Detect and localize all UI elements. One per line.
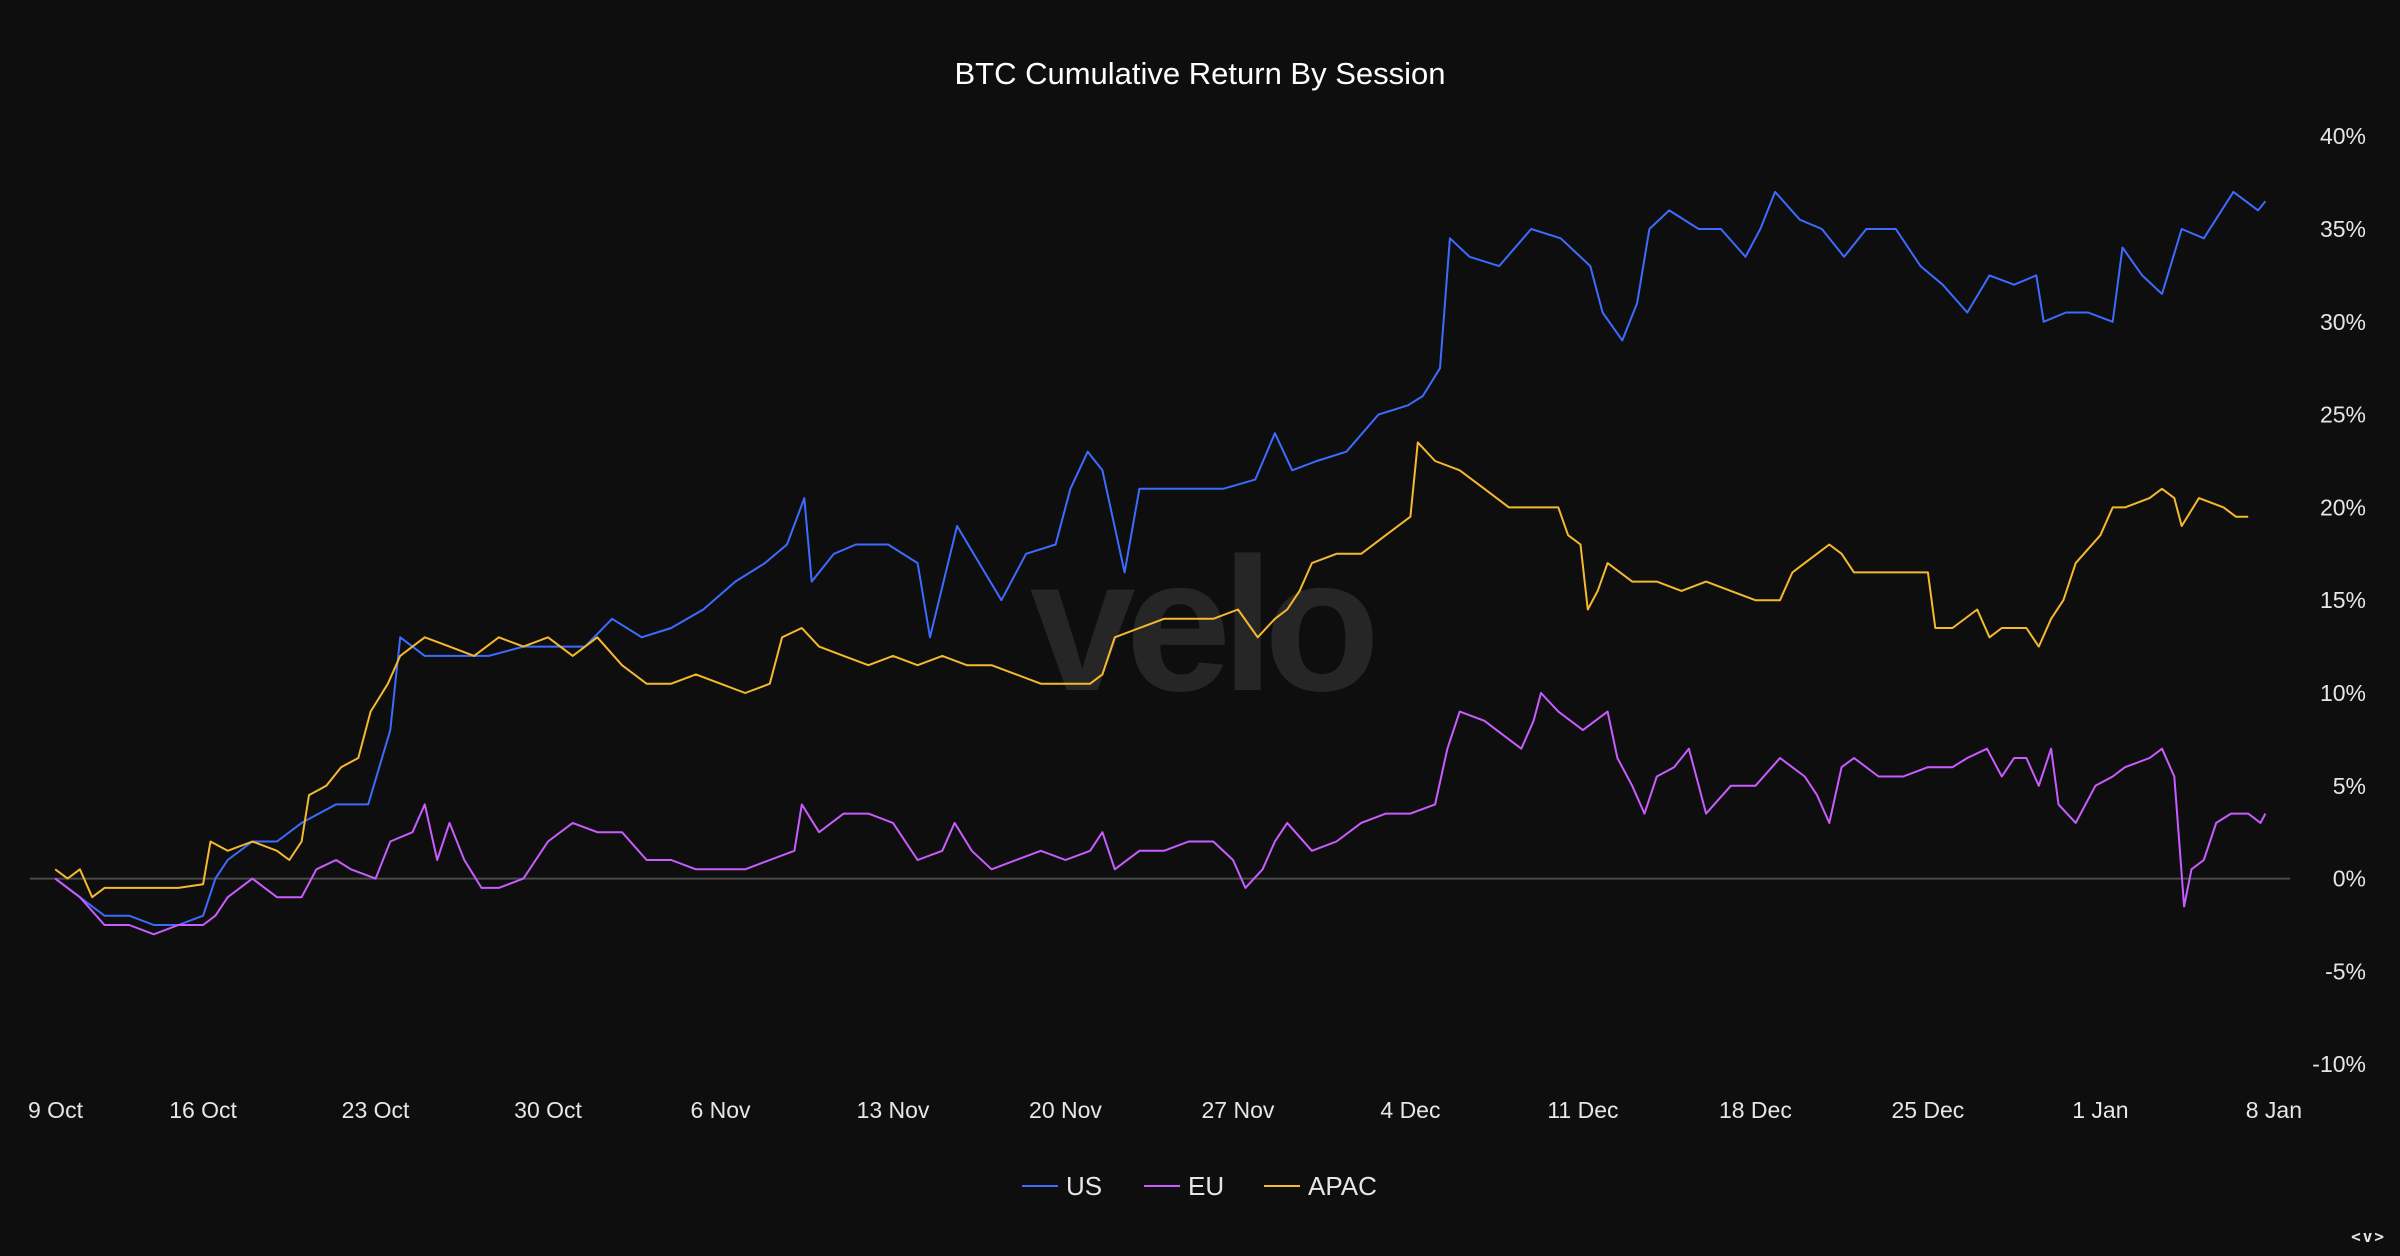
legend-item-eu[interactable]: EU (1144, 1171, 1224, 1201)
legend-item-us[interactable]: US (1022, 1171, 1102, 1201)
y-tick-label: 40% (2320, 123, 2366, 149)
embed-code-button[interactable]: <v> (2351, 1227, 2386, 1246)
x-tick-label: 11 Dec (1547, 1097, 1618, 1123)
x-tick-label: 8 Jan (2246, 1097, 2302, 1123)
legend-label: EU (1188, 1171, 1224, 1201)
x-tick-label: 18 Dec (1719, 1097, 1792, 1123)
y-tick-label: 10% (2320, 680, 2366, 706)
x-tick-label: 4 Dec (1380, 1097, 1440, 1123)
y-tick-label: -5% (2325, 958, 2366, 984)
x-tick-label: 20 Nov (1029, 1097, 1102, 1123)
x-tick-label: 27 Nov (1202, 1097, 1275, 1123)
y-axis: 40% 35% 30% 25% 20% 15% 10% 5% 0% -5% -10% (2312, 123, 2366, 1077)
series-line-apac (54, 441, 2249, 899)
series-line-eu (54, 692, 2267, 936)
x-tick-label: 13 Nov (857, 1097, 930, 1123)
x-tick-label: 6 Nov (690, 1097, 751, 1123)
x-tick-label: 30 Oct (514, 1097, 582, 1123)
y-tick-label: -10% (2312, 1051, 2366, 1077)
x-tick-label: 16 Oct (169, 1097, 237, 1123)
y-tick-label: 35% (2320, 216, 2366, 242)
legend-label: APAC (1308, 1171, 1377, 1201)
x-tick-label: 23 Oct (342, 1097, 410, 1123)
series-layer (54, 190, 2267, 936)
x-tick-label: 25 Dec (1891, 1097, 1964, 1123)
y-tick-label: 5% (2333, 773, 2366, 799)
x-tick-label: 1 Jan (2072, 1097, 2128, 1123)
y-tick-label: 20% (2320, 494, 2366, 520)
x-tick-label: 9 Oct (28, 1097, 84, 1123)
chart-title: BTC Cumulative Return By Session (954, 56, 1445, 91)
watermark-logo: velo (1030, 519, 1373, 731)
series-line-us (54, 190, 2267, 926)
y-tick-label: 15% (2320, 587, 2366, 613)
y-tick-label: 0% (2333, 866, 2366, 892)
y-tick-label: 25% (2320, 402, 2366, 428)
legend-item-apac[interactable]: APAC (1264, 1171, 1377, 1201)
legend: US EU APAC (1022, 1171, 1377, 1201)
x-axis: 9 Oct 16 Oct 23 Oct 30 Oct 6 Nov 13 Nov 20 Nov… (28, 1097, 2302, 1123)
y-tick-label: 30% (2320, 309, 2366, 335)
legend-label: US (1066, 1171, 1102, 1201)
